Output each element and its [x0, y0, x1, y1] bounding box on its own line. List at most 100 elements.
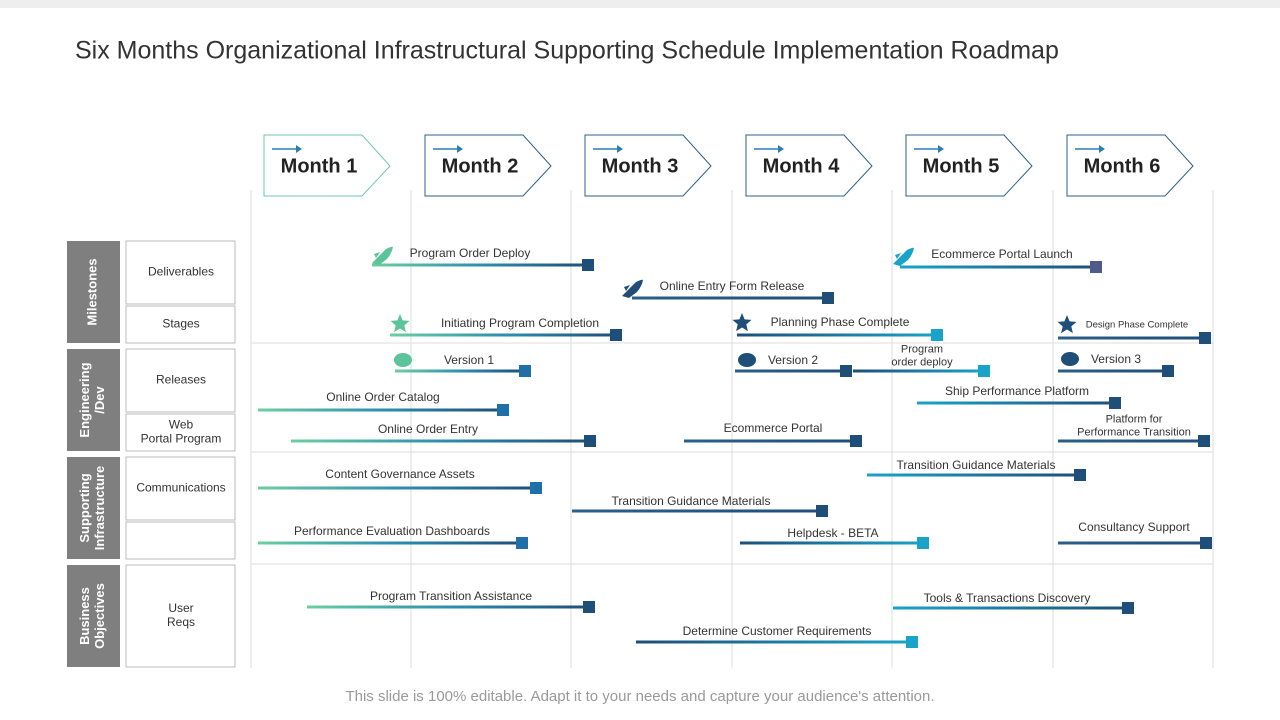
- task-bar: [632, 296, 828, 300]
- row-box: [125, 456, 236, 521]
- task-label: Online Order Catalog: [326, 390, 439, 404]
- task-end: [1090, 261, 1102, 273]
- row-label: User: [168, 601, 193, 615]
- month-arrow-head: [938, 145, 944, 153]
- task-bar: [372, 263, 588, 267]
- task-end: [497, 404, 509, 416]
- rocket-icon: [893, 247, 914, 266]
- month-label: Month 2: [442, 155, 519, 177]
- month-label: Month 3: [602, 155, 679, 177]
- task-label: Performance Evaluation Dashboards: [294, 524, 490, 538]
- task-bar: [893, 606, 1128, 610]
- task-end: [519, 365, 531, 377]
- milestone-star: [390, 314, 410, 333]
- task-label: Platform for: [1106, 413, 1163, 425]
- row-box-empty: [125, 521, 236, 560]
- month-box: [424, 134, 552, 197]
- group-label: Infrastructure: [92, 466, 107, 551]
- task-label: Version 2: [768, 353, 818, 367]
- row-box: [125, 305, 236, 344]
- release-dot: [394, 353, 412, 367]
- task-bar: [395, 369, 525, 373]
- month-box: [745, 134, 873, 197]
- task-bar: [258, 486, 536, 490]
- month-box: [905, 134, 1033, 197]
- task-end: [1200, 537, 1212, 549]
- task-label: Helpdesk - BETA: [787, 526, 878, 540]
- task-end: [816, 505, 828, 517]
- milestone-star: [1057, 315, 1077, 334]
- task-bar: [740, 541, 923, 545]
- task-end: [1122, 602, 1134, 614]
- task-end: [610, 329, 622, 341]
- group-label: /Dev: [92, 386, 107, 414]
- title: Six Months Organizational Infrastructura…: [75, 37, 1059, 65]
- task-bar: [572, 509, 822, 513]
- task-bar: [1058, 369, 1168, 373]
- task-end: [1074, 469, 1086, 481]
- task-end: [584, 435, 596, 447]
- row-label: Stages: [162, 317, 199, 331]
- task-bar: [258, 408, 503, 412]
- month-label: Month 5: [923, 155, 1000, 177]
- task-end: [1198, 435, 1210, 447]
- task-end: [822, 292, 834, 304]
- task-label: Program: [901, 343, 943, 355]
- task-label: Program Transition Assistance: [370, 589, 532, 603]
- footer: This slide is 100% editable. Adapt it to…: [345, 688, 934, 705]
- group-label: Engineering: [77, 362, 92, 437]
- month-box: [1066, 134, 1194, 197]
- group-label: Business: [77, 587, 92, 645]
- task-bar: [900, 265, 1096, 269]
- task-bar: [390, 333, 616, 337]
- month-arrow-head: [296, 145, 302, 153]
- milestone-star: [732, 313, 752, 332]
- task-label: Planning Phase Complete: [771, 315, 910, 329]
- task-end: [931, 329, 943, 341]
- group-label: Supporting: [77, 473, 92, 542]
- task-label: Ship Performance Platform: [945, 384, 1089, 398]
- task-label: Online Order Entry: [378, 422, 478, 436]
- top-strip: [0, 0, 1280, 8]
- task-label: Determine Customer Requirements: [683, 624, 872, 638]
- month-label: Month 6: [1084, 155, 1161, 177]
- task-bar: [636, 640, 912, 644]
- row-box: [125, 564, 236, 668]
- task-label: Tools & Transactions Discovery: [924, 591, 1091, 605]
- task-label: order deploy: [891, 356, 953, 368]
- task-label: Online Entry Form Release: [660, 279, 805, 293]
- task-label: Consultancy Support: [1078, 520, 1190, 534]
- task-bar: [737, 333, 937, 337]
- task-bar: [1058, 336, 1205, 340]
- task-bar: [1058, 439, 1204, 443]
- group-box: [67, 349, 120, 451]
- row-box: [125, 240, 236, 305]
- task-label: Program Order Deploy: [410, 246, 531, 260]
- task-end: [1199, 332, 1211, 344]
- task-end: [850, 435, 862, 447]
- task-end: [1162, 365, 1174, 377]
- month-box: [263, 134, 391, 197]
- task-end: [840, 365, 852, 377]
- task-bar: [1058, 541, 1206, 545]
- month-label: Month 1: [281, 155, 358, 177]
- row-label: Releases: [156, 373, 206, 387]
- task-bar: [307, 605, 589, 609]
- month-arrow-head: [778, 145, 784, 153]
- task-bar: [917, 401, 1115, 405]
- row-box: [125, 348, 236, 413]
- rocket-icon: [622, 279, 643, 298]
- rocket-icon: [372, 246, 393, 265]
- group-box: [67, 241, 120, 343]
- row-box: [125, 413, 236, 452]
- row-label: Web: [169, 418, 194, 432]
- task-label: Initiating Program Completion: [441, 316, 599, 330]
- row-label: Communications: [136, 481, 225, 495]
- task-bar: [684, 439, 856, 443]
- month-arrow-head: [1099, 145, 1105, 153]
- task-bar: [735, 369, 846, 373]
- task-label: Performance Transition: [1077, 426, 1191, 438]
- task-bar: [853, 369, 984, 373]
- row-label: Portal Program: [141, 432, 222, 446]
